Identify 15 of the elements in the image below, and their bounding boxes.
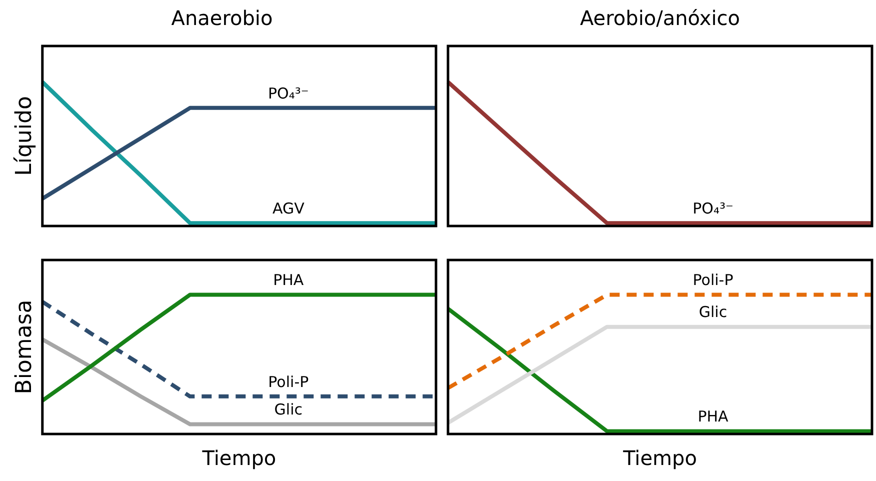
series-label: Glic [698,303,728,322]
chart-title: Aerobio/anóxico [580,6,740,30]
chart-title: Anaerobio [171,6,273,30]
y-axis-title: Biomasa [12,300,37,394]
series-label: PHA [273,271,304,290]
series-label: PO₄³⁻ [692,200,734,218]
x-axis-title: Tiempo [622,446,697,470]
series-label: AGV [272,200,306,218]
series-label: PO₄³⁻ [268,84,309,102]
y-axis-title: Líquido [12,96,37,176]
series-label: PHA [698,408,730,426]
series-label: Poli-P [692,271,734,290]
series-label: Poli-P [268,372,309,391]
x-axis-title: Tiempo [201,446,276,470]
series-label: Glic [274,400,303,419]
